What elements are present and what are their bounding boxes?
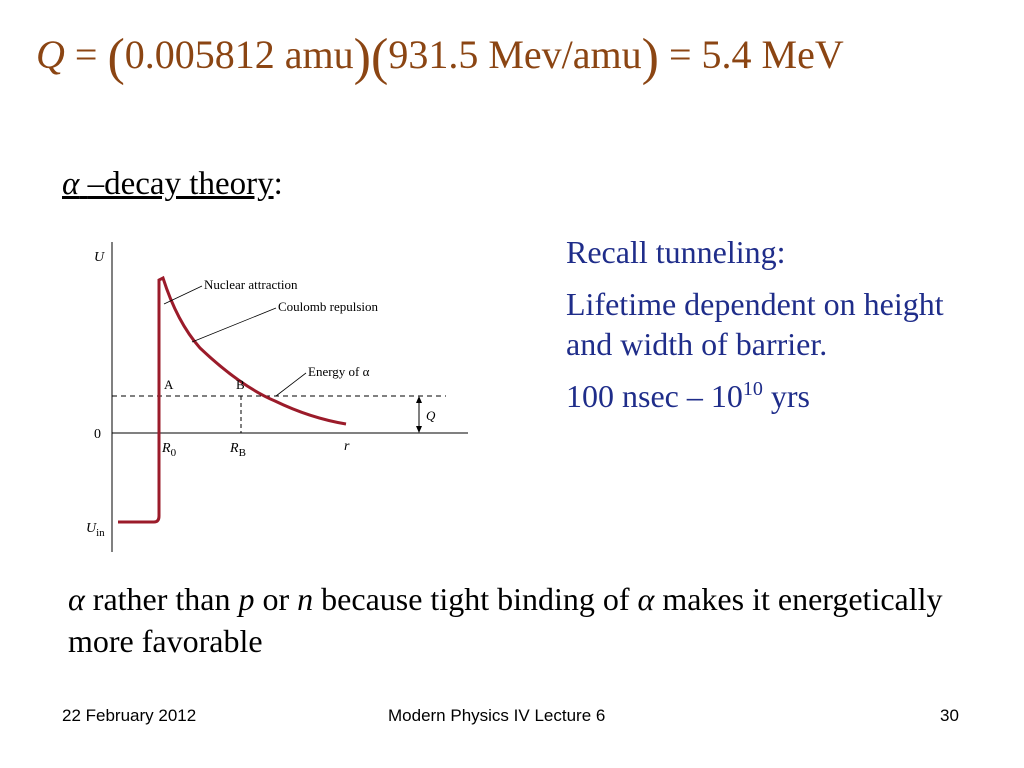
heading-colon: : <box>273 166 283 202</box>
footer-date: 22 February 2012 <box>62 706 197 725</box>
q-arrow-up-icon <box>416 396 422 403</box>
q-equation: Q = (0.005812 amu)(931.5 Mev/amu) = 5.4 … <box>36 28 996 87</box>
nuclear-leader <box>163 285 203 305</box>
recall-tunneling: Recall tunneling: <box>566 234 786 270</box>
range-exponent: 10 <box>742 378 763 400</box>
heading-underlined: α –decay theory <box>62 166 274 202</box>
left-paren: ( <box>107 29 125 86</box>
alpha-symbol: α <box>68 581 85 617</box>
r0-main: R <box>161 441 171 456</box>
range-suffix: yrs <box>762 378 810 414</box>
lifetime-range: 100 nsec – 1010 yrs <box>566 376 986 416</box>
right-paren: ) <box>353 29 371 86</box>
energy-of-alpha-label: Energy of α <box>308 364 370 379</box>
alpha-explanation: α rather than p or n because tight bindi… <box>68 578 968 662</box>
tunneling-notes: Recall tunneling: Lifetime dependent on … <box>566 232 986 428</box>
rb-sub: B <box>239 447 246 459</box>
potential-energy-diagram: U 0 Uin Nuclear attraction Coulomb repul… <box>86 242 468 552</box>
zero-label: 0 <box>94 427 101 442</box>
mass-defect-term: 0.005812 amu <box>124 32 354 77</box>
uin-label: Uin <box>86 521 105 539</box>
heading-text: –decay theory <box>87 166 274 202</box>
q-symbol: Q <box>36 32 65 77</box>
rb-label: RB <box>229 441 246 459</box>
equals-sign: = <box>74 32 98 77</box>
neutron-symbol: n <box>297 581 314 617</box>
q-label: Q <box>426 408 436 423</box>
point-a-label: A <box>164 377 174 392</box>
rb-main: R <box>229 441 239 456</box>
potential-curve <box>118 275 347 524</box>
left-paren: ( <box>370 29 389 86</box>
proton-symbol: p <box>238 581 255 617</box>
y-axis-label: U <box>94 250 105 265</box>
alpha-symbol: α <box>62 166 80 202</box>
q-result: 5.4 MeV <box>701 32 844 77</box>
nuclear-attraction-label: Nuclear attraction <box>204 277 298 292</box>
q-arrow-down-icon <box>416 426 422 433</box>
coulomb-leader <box>191 307 277 343</box>
conversion-term: 931.5 Mev/amu <box>388 32 642 77</box>
range-prefix: 100 nsec – 10 <box>566 378 743 414</box>
lifetime-note: Lifetime dependent on height and width o… <box>566 286 944 362</box>
r0-sub: 0 <box>171 447 177 459</box>
text-segment: makes it energetically more favorable <box>68 581 943 659</box>
r0-label: R0 <box>161 441 177 459</box>
text-segment: rather than <box>84 581 239 617</box>
r-axis-label: r <box>344 439 350 454</box>
text-segment: or <box>254 581 298 617</box>
uin-sub: in <box>96 527 105 539</box>
text-segment: because tight binding of <box>313 581 638 617</box>
uin-main: U <box>86 521 97 536</box>
equals-sign: = <box>668 32 692 77</box>
energy-leader <box>275 372 307 397</box>
footer-page-number: 30 <box>940 706 959 725</box>
section-heading: α –decay theory: <box>62 166 283 203</box>
alpha-symbol: α <box>637 581 655 617</box>
right-paren: ) <box>641 29 659 86</box>
coulomb-repulsion-label: Coulomb repulsion <box>278 299 379 314</box>
point-b-label: B <box>236 377 245 392</box>
footer-title: Modern Physics IV Lecture 6 <box>388 706 606 725</box>
